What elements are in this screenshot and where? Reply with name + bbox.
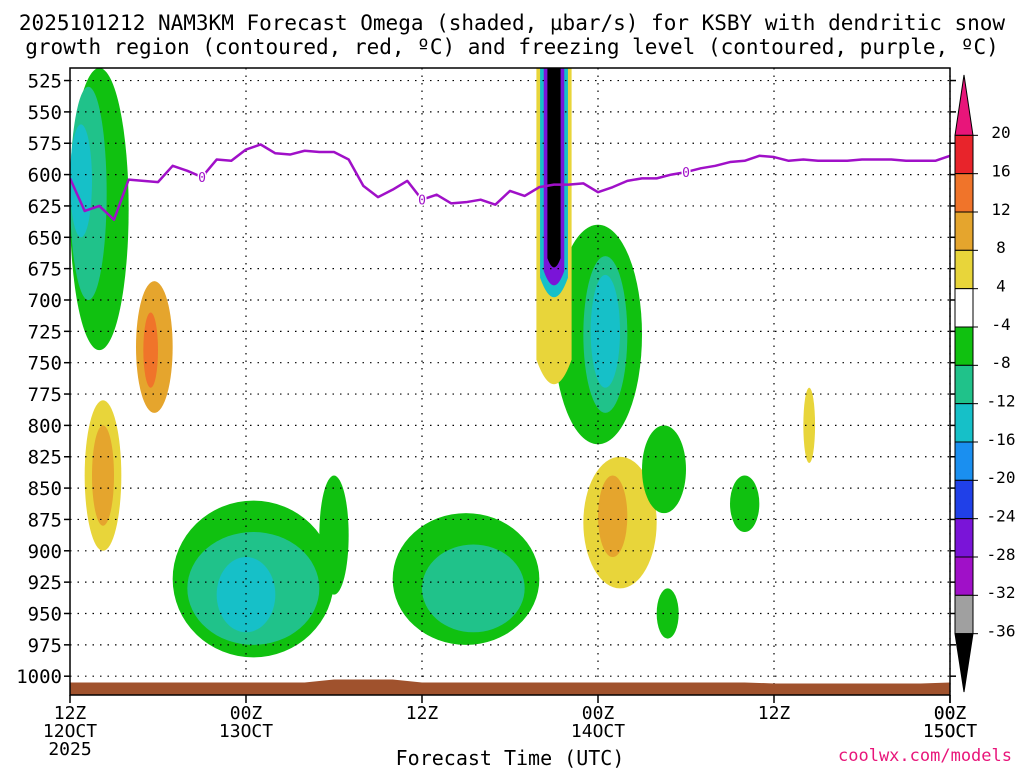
colorbar-label-7: -12 — [987, 391, 1016, 410]
colorbar-seg-11 — [954, 518, 974, 558]
colorbar-label-5: -4 — [991, 315, 1010, 334]
x-tick-date-5: 15OCT — [923, 721, 977, 742]
colorbar-label-1: 16 — [991, 161, 1010, 180]
y-tick-label-5: 650 — [28, 227, 62, 249]
colorbar-seg-2 — [954, 173, 974, 213]
x-tick-year-0: 2025 — [48, 739, 91, 760]
omega-region-7 — [590, 274, 621, 388]
colorbar-label-8: -16 — [987, 430, 1016, 449]
x-tick-date-end: 15OCT — [923, 721, 977, 742]
freezing-level-label-1: 0 — [418, 194, 426, 209]
y-tick-label-9: 750 — [28, 353, 62, 375]
omega-region-16 — [598, 475, 628, 558]
omega-region-14 — [92, 425, 115, 526]
colorbar-label-11: -28 — [987, 545, 1016, 564]
chart-title-line-1: 2025101212 NAM3KM Forecast Omega (shaded… — [19, 11, 1006, 35]
colorbar-label-3: 8 — [996, 238, 1006, 257]
y-tick-label-4: 625 — [28, 196, 62, 218]
freezing-level-line — [70, 143, 950, 221]
y-tick-label-0: 525 — [28, 71, 62, 93]
colorbar-seg-1 — [954, 134, 974, 175]
colorbar-seg-12 — [954, 556, 974, 596]
x-tick-label-2: 12Z — [406, 703, 439, 724]
x-tick-label-1: 00Z — [230, 703, 263, 724]
omega-region-18 — [730, 475, 760, 532]
x-tick-date-3: 14OCT — [571, 721, 625, 742]
colorbar-seg-5 — [954, 288, 974, 328]
colorbar-seg-3 — [954, 211, 974, 251]
x-tick-label-4: 12Z — [758, 703, 791, 724]
y-tick-label-16: 925 — [28, 572, 62, 594]
y-tick-label-1: 550 — [28, 102, 62, 124]
y-tick-label-12: 825 — [28, 447, 62, 469]
freezing-level-label-2: 0 — [682, 166, 690, 181]
omega-shading — [70, 68, 816, 658]
x-tick-date-0: 12OCT — [43, 721, 97, 742]
y-tick-label-8: 725 — [28, 321, 62, 343]
x-tick-date-1: 13OCT — [219, 721, 273, 742]
colorbar-label-12: -32 — [987, 583, 1016, 602]
colorbar: 20 16 12 8 4 -4 -8 -12 -16 -20 -24 -28 -32 -36 — [954, 74, 1016, 693]
omega-region-12 — [143, 312, 159, 388]
y-tick-label-15: 900 — [28, 541, 62, 563]
y-tick-label-18: 975 — [28, 635, 62, 657]
colorbar-seg-14 — [954, 633, 974, 693]
x-tick-label-end: 00Z — [934, 703, 967, 724]
y-axis: 525 550 575 600 625 650 675 700 725 750 775 800 825 8… — [16, 71, 956, 688]
y-tick-label-14: 875 — [28, 509, 62, 531]
colorbar-label-4: 4 — [996, 276, 1006, 295]
chart-title-line-2: growth region (contoured, red, ºC) and f… — [25, 35, 999, 59]
freezing-level-layer: 0 0 0 — [70, 143, 950, 221]
colorbar-label-2: 12 — [991, 200, 1010, 219]
x-tick-label-0: 12Z — [54, 703, 87, 724]
colorbar-seg-7 — [954, 364, 974, 405]
omega-region-20 — [803, 387, 816, 464]
colorbar-seg-13 — [954, 594, 974, 635]
omega-region-4 — [422, 544, 525, 633]
y-tick-label-2: 575 — [28, 133, 62, 155]
strong-core-layer-3 — [547, 68, 561, 268]
y-tick-label-3: 600 — [28, 165, 62, 187]
omega-region-17 — [642, 425, 687, 514]
colorbar-label-10: -24 — [987, 506, 1016, 525]
omega-region-10 — [70, 124, 93, 238]
colorbar-label-13: -36 — [987, 621, 1016, 640]
colorbar-seg-4 — [954, 249, 974, 290]
y-tick-label-17: 950 — [28, 603, 62, 625]
terrain-layer — [70, 679, 950, 695]
colorbar-label-6: -8 — [991, 353, 1010, 372]
colorbar-seg-10 — [954, 479, 974, 520]
omega-region-21 — [319, 475, 349, 595]
colorbar-label-9: -20 — [987, 468, 1016, 487]
colorbar-seg-8 — [954, 403, 974, 443]
y-tick-label-11: 800 — [28, 415, 62, 437]
colorbar-seg-6 — [954, 326, 974, 366]
omega-region-19 — [656, 588, 679, 639]
y-tick-label-10: 775 — [28, 384, 62, 406]
y-tick-label-7: 700 — [28, 290, 62, 312]
x-tick-label-3: 00Z — [582, 703, 615, 724]
x-tick-label-5: 00Z — [934, 703, 967, 724]
colorbar-label-0: 20 — [991, 123, 1010, 142]
credit-text: coolwx.com/models — [838, 746, 1012, 766]
freezing-level-label-0: 0 — [198, 171, 206, 186]
plot-frame — [69, 67, 951, 696]
colorbar-seg-9 — [954, 441, 974, 481]
colorbar-seg-0 — [954, 74, 974, 136]
y-tick-label-6: 675 — [28, 259, 62, 281]
y-tick-label-13: 850 — [28, 478, 62, 500]
x-axis-label: Forecast Time (UTC) — [396, 746, 625, 768]
terrain-fill — [70, 679, 950, 695]
y-tick-label-19: 1000 — [16, 666, 62, 688]
omega-region-2 — [216, 557, 276, 633]
